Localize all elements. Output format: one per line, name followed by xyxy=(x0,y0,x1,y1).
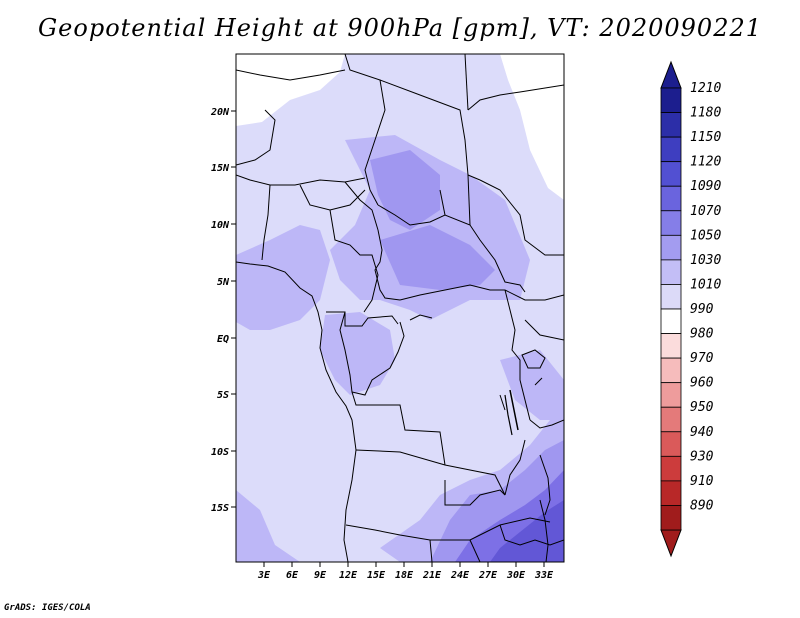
colorbar-label: 990 xyxy=(690,302,714,317)
shading-mid-sw xyxy=(236,490,300,562)
colorbar-cell xyxy=(660,136,682,163)
shading-darkest-south xyxy=(490,500,564,562)
shading-white-northeast xyxy=(500,54,564,200)
colorbar-label: 970 xyxy=(690,351,714,366)
colorbar-cell xyxy=(660,455,682,482)
lat-label: 10S xyxy=(211,447,229,458)
grads-credit: GrADS: IGES/COLA xyxy=(4,603,91,613)
lat-label: 15S xyxy=(211,503,229,514)
country-borders xyxy=(236,54,564,562)
colorbar: 1210 1180 1150 1120 1090 1070 1050 1030 1010 990 9… xyxy=(660,60,721,558)
colorbar-label: 950 xyxy=(690,400,714,415)
lat-label: 20N xyxy=(210,107,230,118)
colorbar-cell xyxy=(660,308,682,334)
colorbar-label: 1150 xyxy=(690,130,721,145)
coastline-west xyxy=(236,261,357,562)
lon-label: 24E xyxy=(450,570,470,581)
colorbar-cell xyxy=(660,259,682,285)
lat-label: 10N xyxy=(211,220,230,231)
lon-label: 9E xyxy=(314,570,327,581)
colorbar-label: 910 xyxy=(690,474,714,489)
colorbar-bottom-arrow xyxy=(660,529,682,558)
lat-label: EQ xyxy=(217,334,229,345)
colorbar-label: 940 xyxy=(690,425,714,440)
colorbar-cell xyxy=(660,234,682,261)
colorbar-cell xyxy=(660,185,682,212)
map-plot-area xyxy=(236,54,564,562)
lat-label: 5N xyxy=(217,277,230,288)
colorbar-label: 1180 xyxy=(690,106,721,121)
map-title: Geopotential Height at 900hPa [gpm], VT:… xyxy=(38,14,762,42)
colorbar-label: 1010 xyxy=(690,277,721,292)
colorbar-label: 1090 xyxy=(690,179,721,194)
shading-mid-east xyxy=(500,350,564,420)
lon-label: 18E xyxy=(395,570,414,581)
colorbar-cell xyxy=(660,87,682,113)
colorbar-label: 1070 xyxy=(690,204,721,219)
colorbar-cell xyxy=(660,431,682,457)
colorbar-label: 930 xyxy=(690,449,714,464)
lon-label: 15E xyxy=(367,570,386,581)
colorbar-cell xyxy=(660,210,682,236)
lon-label: 12E xyxy=(339,570,358,581)
shading-deep-car xyxy=(380,225,495,290)
shading-deep-chad xyxy=(370,150,440,230)
lon-label: 6E xyxy=(286,570,299,581)
colorbar-top-arrow xyxy=(660,60,682,89)
colorbar-cell xyxy=(660,284,682,310)
longitude-axis: 3E 6E 9E 12E 15E 18E 21E 24E 27E 30E 33E xyxy=(257,562,554,581)
lat-label: 5S xyxy=(217,390,229,401)
shading-mid-congo xyxy=(320,312,395,395)
colorbar-label: 1120 xyxy=(690,155,721,170)
colorbar-cell xyxy=(660,161,682,187)
lake-tanganyika xyxy=(504,394,513,436)
lon-label: 33E xyxy=(534,570,554,581)
colorbar-label: 1030 xyxy=(690,253,721,268)
latitude-axis: 20N 15N 10N 5N EQ 5S 10S 15S xyxy=(210,107,236,514)
lon-label: 30E xyxy=(506,570,526,581)
colorbar-cell xyxy=(660,480,682,506)
lon-label: 27E xyxy=(478,570,498,581)
map-frame xyxy=(235,53,565,563)
colorbar-label: 960 xyxy=(690,376,714,391)
lat-label: 15N xyxy=(211,163,230,174)
shading-white-north xyxy=(236,54,345,126)
colorbar-cell xyxy=(660,406,682,433)
colorbar-label: 1050 xyxy=(690,228,721,243)
shading-mid-west xyxy=(236,225,330,330)
colorbar-cell xyxy=(660,505,682,531)
colorbar-cell xyxy=(660,112,682,138)
colorbar-cell xyxy=(660,357,682,384)
colorbar-label: 890 xyxy=(690,498,714,513)
lon-label: 3E xyxy=(257,570,271,581)
colorbar-label: 1210 xyxy=(690,81,721,96)
colorbar-label: 980 xyxy=(690,327,714,342)
lon-label: 21E xyxy=(422,570,442,581)
colorbar-cell xyxy=(660,382,682,408)
colorbar-cell xyxy=(660,333,682,359)
